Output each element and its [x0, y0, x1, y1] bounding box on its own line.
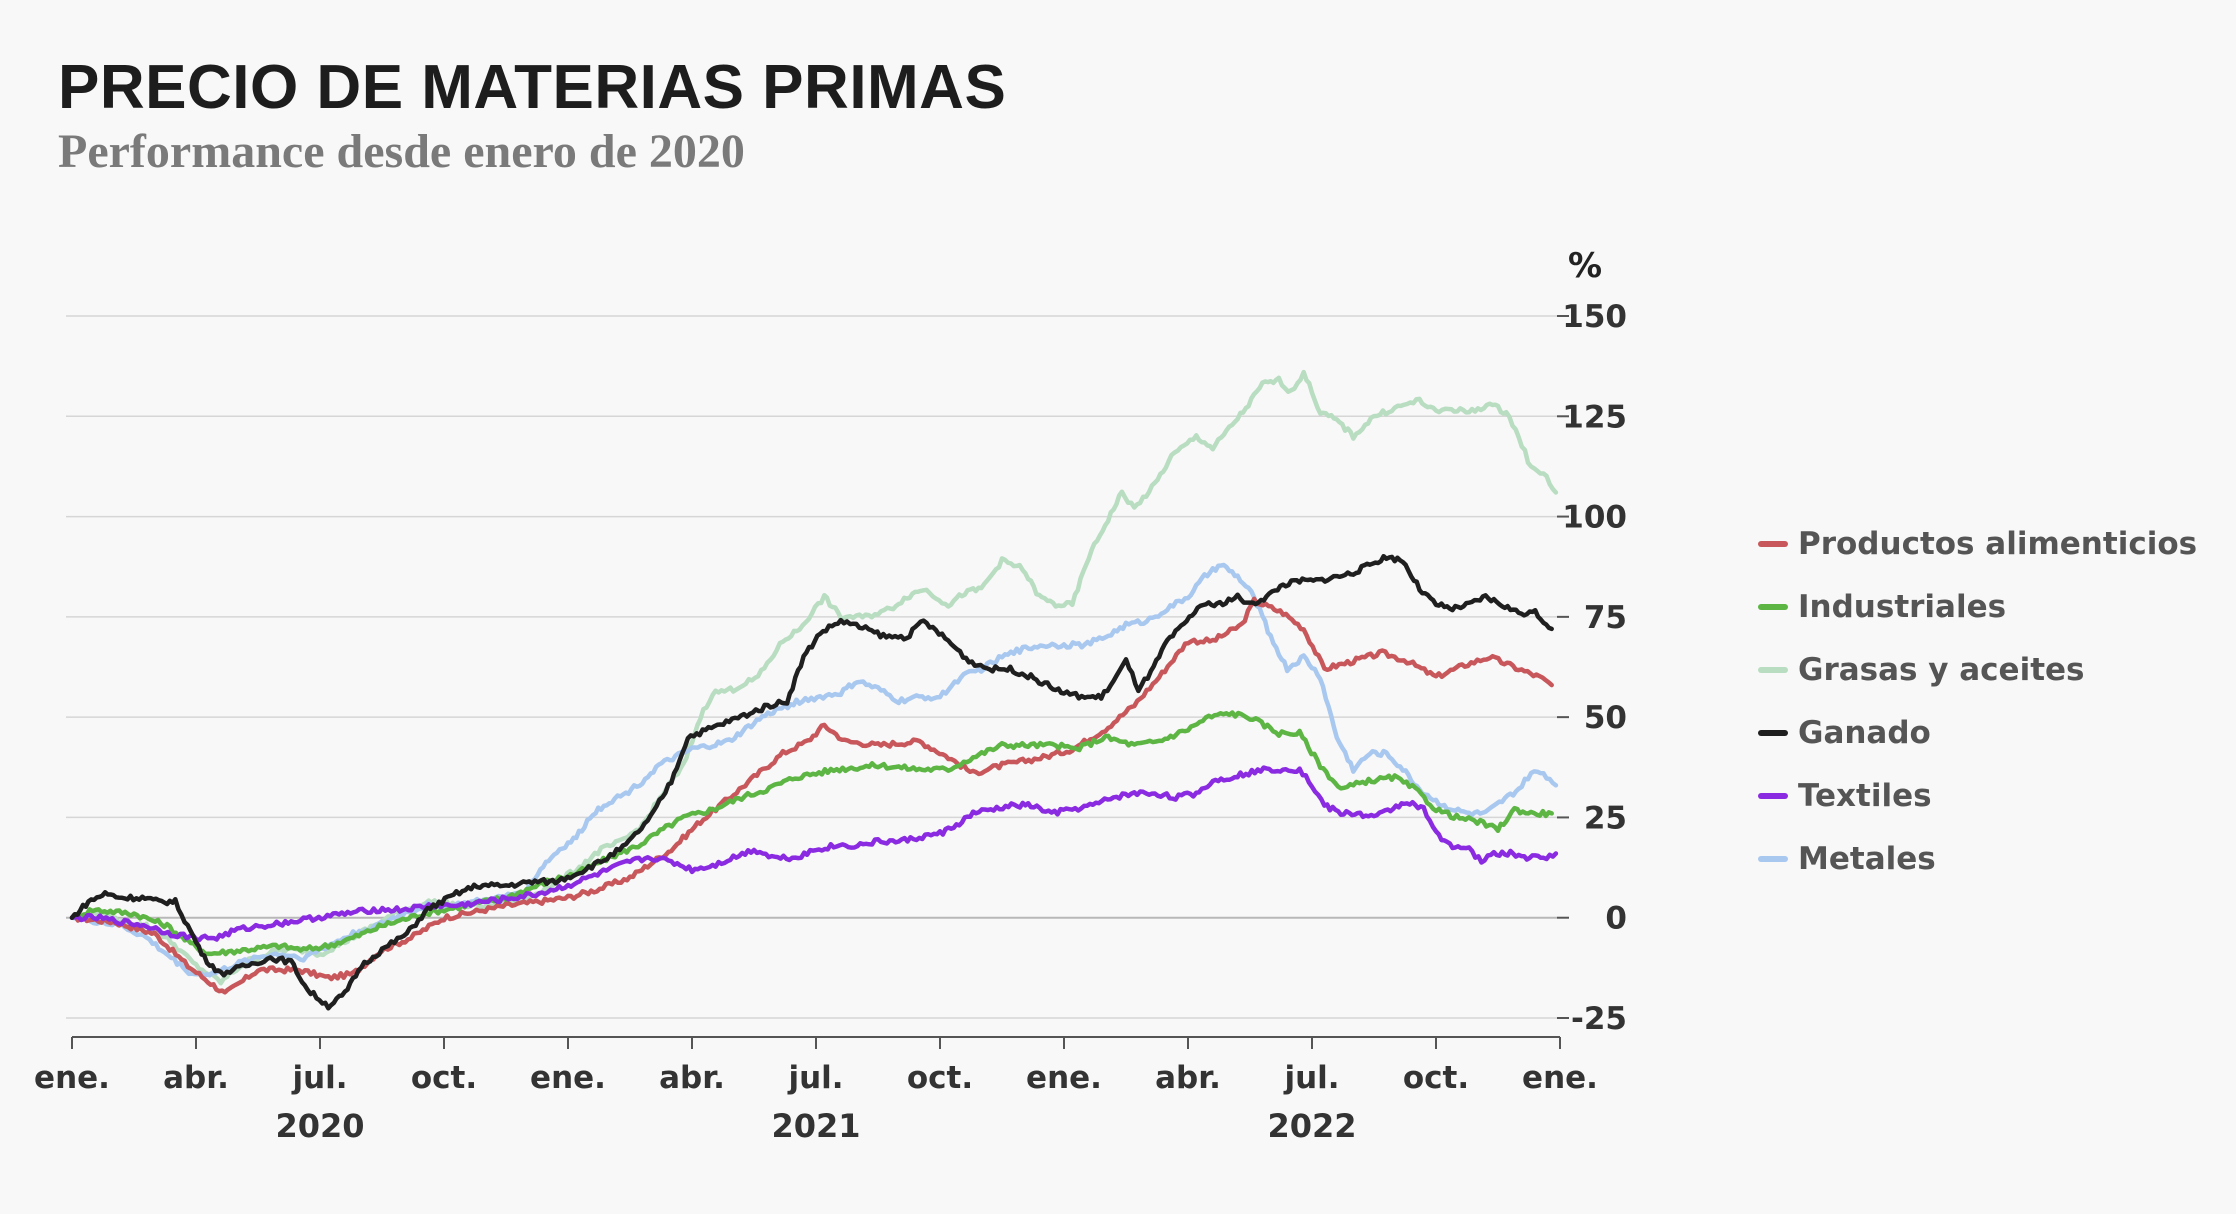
legend-swatch — [1758, 666, 1788, 673]
legend-swatch — [1758, 729, 1788, 736]
x-tick-label: abr. — [1155, 1060, 1221, 1096]
series-line-textiles — [69, 765, 1559, 943]
y-tick-label: 100 — [1562, 500, 1627, 536]
y-axis: -25 0 25 50 75 100 125 150 — [1557, 299, 1627, 1037]
series-line-metales — [69, 562, 1559, 978]
x-tick-label: jul. — [786, 1060, 843, 1096]
y-tick-label: 25 — [1584, 800, 1627, 836]
x-tick-label: oct. — [1403, 1060, 1469, 1096]
x-tick-label: jul. — [290, 1060, 347, 1096]
legend-item: Grasas y aceites — [1758, 638, 2197, 701]
x-tick-label: jul. — [1282, 1060, 1339, 1096]
x-tick-label: oct. — [907, 1060, 973, 1096]
legend-item: Ganado — [1758, 701, 2197, 764]
legend-label: Industriales — [1798, 588, 2007, 625]
series-line-ganado — [69, 553, 1554, 1011]
year-label: 2022 — [1267, 1107, 1356, 1145]
series-line-grasas-y-aceites — [69, 369, 1559, 986]
y-unit-label: % — [1568, 246, 1602, 286]
y-tick-label: 125 — [1562, 399, 1627, 435]
x-tick-label: abr. — [163, 1060, 229, 1096]
series-line-industriales — [69, 710, 1554, 957]
legend-label: Grasas y aceites — [1798, 651, 2085, 688]
series-line-productos-alimenticios — [69, 596, 1554, 995]
x-tick-label: ene. — [530, 1060, 606, 1096]
y-tick-label: 75 — [1584, 600, 1627, 636]
year-label: 2020 — [275, 1107, 364, 1145]
x-tick-label: abr. — [659, 1060, 725, 1096]
legend-label: Metales — [1798, 840, 1936, 877]
series-lines — [69, 369, 1559, 1011]
y-tick-label: 50 — [1584, 700, 1627, 736]
x-tick-label: oct. — [411, 1060, 477, 1096]
chart-title: PRECIO DE MATERIAS PRIMAS — [58, 53, 1007, 122]
legend-label: Ganado — [1798, 714, 1931, 751]
gridlines — [66, 315, 1557, 1019]
y-tick-label: 150 — [1562, 299, 1627, 335]
legend-label: Productos alimenticios — [1798, 525, 2198, 562]
y-tick-label: 0 — [1605, 901, 1627, 937]
x-tick-label: ene. — [34, 1060, 110, 1096]
legend-swatch — [1758, 855, 1788, 862]
legend-label: Textiles — [1798, 777, 1932, 814]
legend-item: Productos alimenticios — [1758, 512, 2197, 575]
y-tick-label: -25 — [1571, 1001, 1627, 1037]
legend-swatch — [1758, 540, 1788, 547]
legend: Productos alimenticios Industriales Grasas… — [1758, 512, 2197, 890]
x-axis: ene. abr. jul. oct. ene. abr. jul. oct. ene. abr.… — [34, 1036, 1598, 1145]
chart-subtitle: Performance desde enero de 2020 — [58, 125, 745, 178]
year-label: 2021 — [771, 1107, 860, 1145]
legend-swatch — [1758, 792, 1788, 799]
legend-item: Textiles — [1758, 764, 2197, 827]
legend-swatch — [1758, 603, 1788, 610]
legend-item: Industriales — [1758, 575, 2197, 638]
x-tick-label: ene. — [1026, 1060, 1102, 1096]
x-tick-label: ene. — [1522, 1060, 1598, 1096]
legend-item: Metales — [1758, 827, 2197, 890]
